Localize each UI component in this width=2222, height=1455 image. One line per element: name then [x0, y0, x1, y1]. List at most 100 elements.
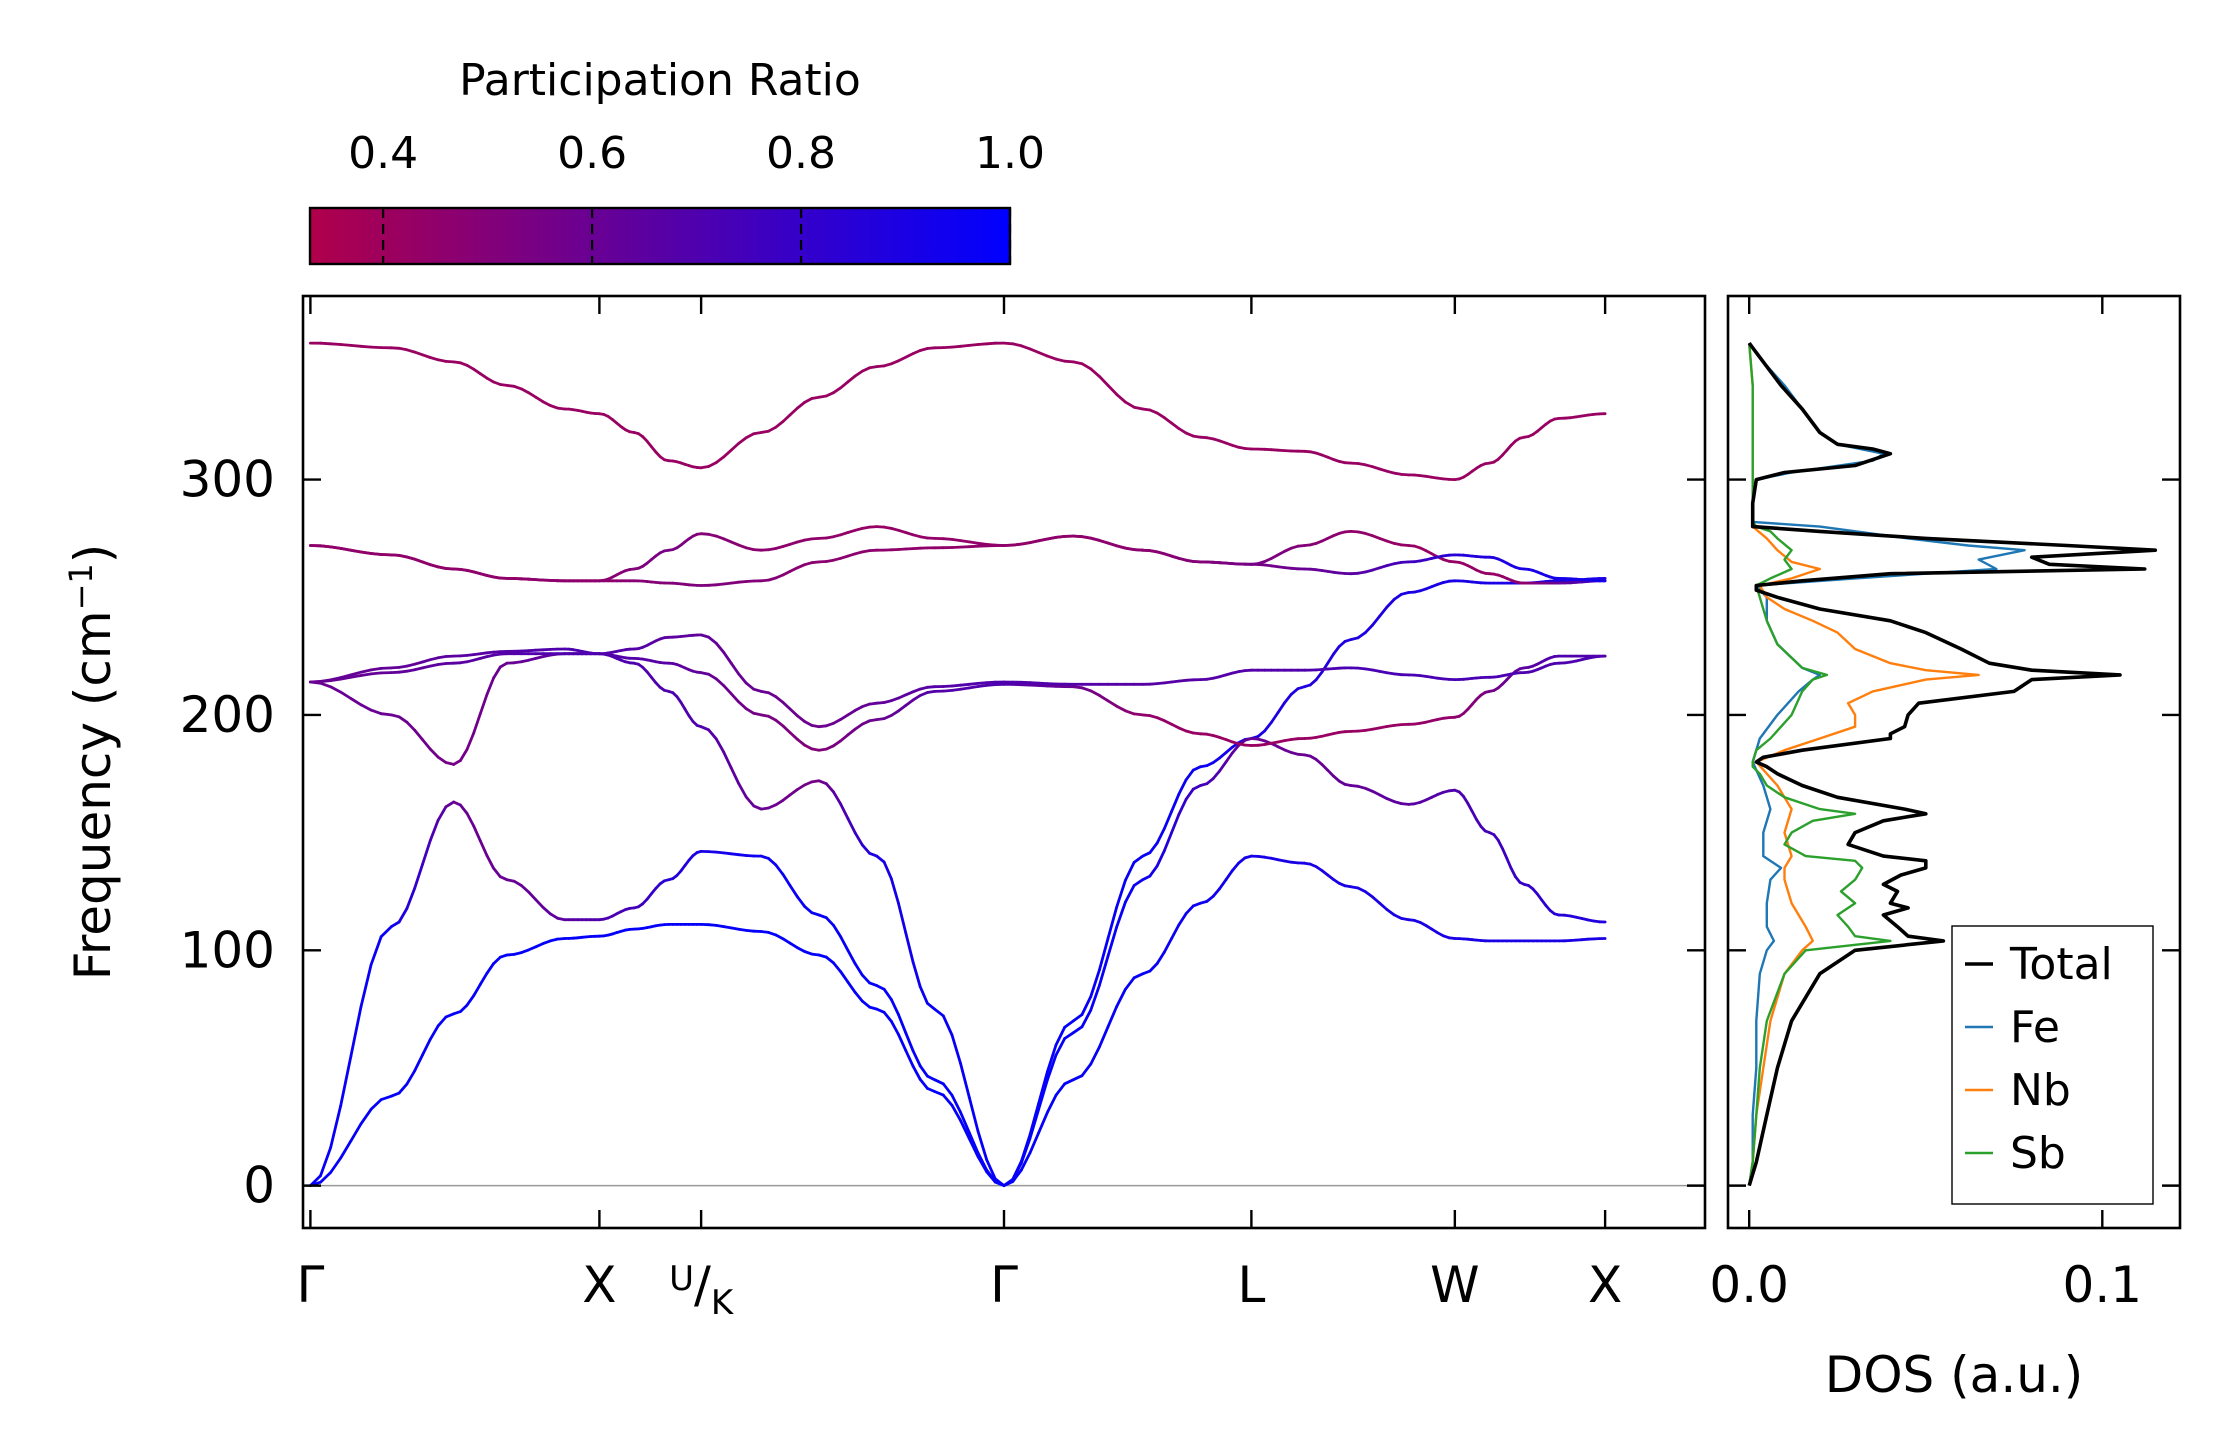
band-segment — [904, 1031, 915, 1053]
band-segment — [722, 650, 733, 665]
dos-series-sb — [1748, 343, 1892, 1186]
band-segment — [339, 1054, 353, 1108]
dos-axes: 0.0 0.1 — [1709, 296, 2180, 1314]
band-segment — [428, 1024, 440, 1041]
band-segment — [1326, 652, 1335, 665]
band-segment — [1115, 878, 1127, 909]
band-segment — [853, 962, 864, 977]
band-segment — [1054, 535, 1067, 539]
band-segment — [389, 920, 401, 929]
band-segment — [339, 673, 353, 679]
band-segment — [889, 1019, 900, 1036]
colorbar-gradient — [308, 206, 1012, 266]
band-segment — [319, 1146, 333, 1178]
band-segment — [976, 684, 989, 688]
band-segment — [846, 980, 857, 994]
band-segment — [1505, 857, 1513, 870]
band-segment — [1177, 797, 1188, 816]
band-segment — [1124, 884, 1136, 904]
legend-label: Total — [2009, 939, 2113, 990]
band-segment — [405, 886, 417, 910]
band-segment — [1011, 1161, 1023, 1182]
band-segment — [485, 962, 496, 975]
band-segment — [1184, 768, 1195, 782]
band-segment — [967, 540, 980, 545]
band-segment — [985, 683, 997, 687]
band-segment — [911, 1049, 922, 1068]
band-segment — [548, 912, 559, 920]
band-segment — [933, 1007, 945, 1018]
band-segment — [465, 994, 476, 1007]
colorbar-title: Participation Ratio — [459, 55, 861, 106]
band-segment — [458, 803, 469, 815]
band-segment — [1501, 847, 1509, 860]
band-segment — [405, 1069, 417, 1086]
band-segment — [1115, 987, 1127, 1008]
dos-series-total — [1747, 342, 2158, 1187]
band-segment — [359, 550, 373, 555]
y-tick-label: 0 — [243, 1157, 275, 1215]
k-point-label: L — [1237, 1256, 1265, 1314]
band-segment — [1163, 937, 1173, 954]
band-segment — [889, 998, 900, 1016]
y-tick-label: 100 — [180, 921, 275, 979]
band-segment — [413, 728, 424, 741]
band-segment — [1063, 1019, 1075, 1029]
band-segment — [796, 783, 806, 791]
band-segment — [1132, 712, 1145, 717]
band-segment — [1115, 704, 1127, 713]
band-segment — [1332, 645, 1341, 656]
band-segment — [1224, 751, 1234, 764]
band-segment — [319, 544, 333, 549]
band-segment — [1089, 984, 1101, 1012]
band-segment — [1054, 1025, 1067, 1047]
band-segment — [853, 991, 864, 1003]
band-segment — [774, 420, 785, 429]
band-segment — [993, 1177, 1006, 1187]
band-segment — [349, 343, 363, 348]
band-segment — [1356, 631, 1367, 640]
band-segment — [1363, 890, 1374, 899]
band-segment — [832, 961, 843, 974]
band-segment — [1028, 347, 1041, 354]
band-segment — [478, 839, 489, 858]
band-segment — [1072, 685, 1084, 690]
band-segment — [1080, 686, 1093, 693]
band-segment — [788, 941, 799, 950]
band-segment — [803, 905, 814, 915]
band-segment — [527, 890, 538, 902]
band-segment — [465, 731, 476, 751]
band-segment — [976, 681, 989, 685]
band-segment — [882, 987, 893, 1001]
band-segment — [444, 800, 456, 809]
band-segment — [534, 395, 545, 404]
band-segment — [985, 543, 997, 547]
band-segment — [1028, 681, 1041, 685]
band-segment — [1148, 841, 1159, 855]
band-segment — [846, 817, 857, 835]
k-point-label-slash: / — [694, 1256, 711, 1314]
band-segment — [1046, 1043, 1058, 1074]
band-segment — [1170, 923, 1181, 940]
band-segment — [950, 1093, 962, 1114]
band-segment — [339, 547, 353, 552]
band-segment — [950, 687, 962, 692]
band-segment — [421, 738, 432, 751]
band-segment — [781, 872, 792, 887]
band-segment — [714, 455, 726, 465]
band-segment — [1098, 694, 1110, 703]
band-segment — [472, 712, 482, 735]
band-segment — [492, 665, 502, 680]
band-segment — [458, 1003, 469, 1013]
band-segment — [707, 672, 718, 681]
band-segment — [846, 727, 857, 737]
band-segment — [359, 668, 373, 674]
band-segment — [796, 714, 806, 723]
k-point-label: X — [1588, 1256, 1622, 1314]
band-segment — [774, 799, 785, 807]
band-segment — [1002, 341, 1015, 346]
band-segment — [897, 902, 908, 934]
band-axes: 0 100 200 300 Γ X U/K Γ L W X — [180, 296, 1705, 1323]
band-segment — [329, 1104, 343, 1150]
band-segment — [767, 857, 778, 867]
